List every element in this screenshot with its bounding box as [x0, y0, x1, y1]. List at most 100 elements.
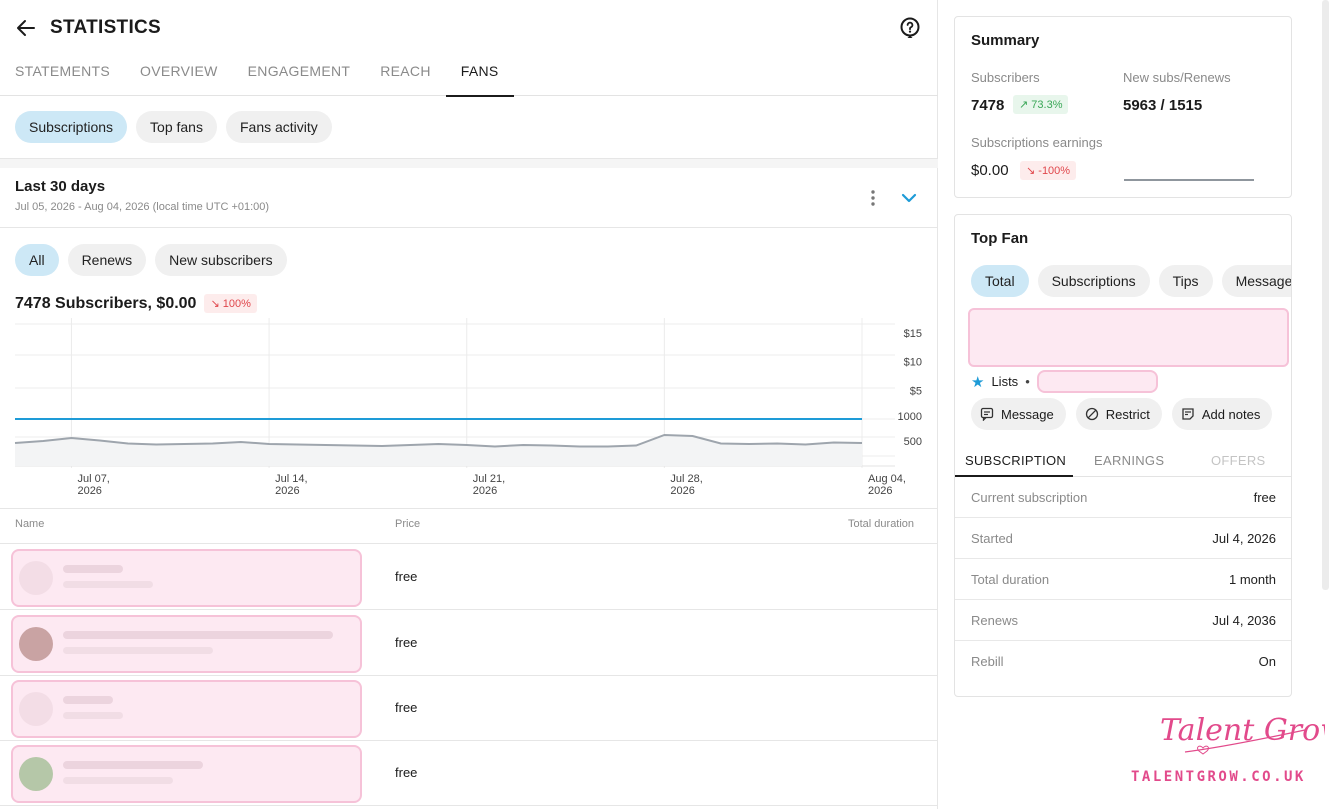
top-fan-pills: Total Subscriptions Tips Message — [971, 265, 1291, 297]
fan-actions: Message Restrict Add notes — [971, 398, 1273, 430]
summary-card: Summary Subscribers 7478 ↗ 73.3% New sub… — [954, 16, 1292, 198]
back-arrow-icon[interactable] — [14, 16, 38, 40]
subscribers-label: Subscribers — [971, 70, 1040, 85]
fan-pill-message[interactable]: Message — [1221, 265, 1291, 297]
subtab-subscription[interactable]: SUBSCRIPTION — [965, 453, 1067, 468]
fan-pill-subscriptions[interactable]: Subscriptions — [1037, 265, 1150, 297]
chevron-down-icon[interactable] — [899, 190, 919, 206]
period-header: Last 30 days Jul 05, 2026 - Aug 04, 2026… — [15, 178, 269, 213]
lists-label: Lists — [991, 374, 1019, 389]
filter-new-subscribers[interactable]: New subscribers — [155, 244, 287, 276]
redacted-line — [63, 631, 333, 639]
column-total-duration: Total duration — [848, 518, 915, 530]
price-cell: free — [395, 765, 418, 780]
subscribers-series-area — [15, 435, 862, 466]
add-notes-button[interactable]: Add notes — [1171, 398, 1273, 430]
info-value: Jul 4, 2036 — [1212, 613, 1276, 628]
table-row[interactable]: free — [0, 676, 938, 741]
redacted-line — [63, 647, 213, 654]
info-value: Jul 4, 2026 — [1212, 531, 1276, 546]
fan-pill-total[interactable]: Total — [971, 265, 1029, 297]
logo-url: TALENTGROW.CO.UK — [1131, 769, 1306, 785]
tab-overview[interactable]: OVERVIEW — [140, 63, 218, 79]
avatar — [19, 692, 53, 726]
table-row[interactable]: free — [0, 611, 938, 676]
newsubs-label: New subs/Renews — [1123, 70, 1231, 85]
info-key: Total duration — [971, 572, 1050, 587]
x-tick-label: 2026 — [473, 485, 497, 497]
summary-title: Summary — [971, 32, 1040, 49]
help-icon[interactable] — [898, 16, 922, 40]
redacted-name — [11, 680, 362, 738]
info-row-rebill: Rebill On — [955, 641, 1291, 682]
info-key: Started — [971, 531, 1013, 546]
x-tick-label: 2026 — [868, 485, 892, 497]
page-title: STATISTICS — [50, 17, 162, 38]
top-fan-title: Top Fan — [971, 230, 1029, 247]
avatar — [19, 561, 53, 595]
star-icon: ★ — [971, 373, 985, 391]
message-button[interactable]: Message — [971, 398, 1066, 430]
dot-separator: • — [1025, 374, 1030, 389]
stats-tabs: STATEMENTS OVERVIEW ENGAGEMENT REACH FAN… — [0, 56, 938, 97]
filter-all[interactable]: All — [15, 244, 59, 276]
redacted-line — [63, 712, 123, 719]
message-label: Message — [1001, 406, 1054, 422]
x-tick-label: 2026 — [77, 485, 101, 497]
change-badge: ↘ 100% — [204, 294, 257, 313]
trend-up-icon: ↗ — [1019, 99, 1029, 111]
subscribers-series-line — [14, 433, 863, 448]
restrict-button[interactable]: Restrict — [1075, 398, 1162, 430]
top-fan-subtabs: SUBSCRIPTION EARNINGS OFFERS — [955, 447, 1291, 477]
avatar — [19, 757, 53, 791]
pill-fans-activity[interactable]: Fans activity — [225, 111, 332, 143]
x-tick-label: Jul 28, — [670, 473, 702, 485]
fan-pill-tips[interactable]: Tips — [1158, 265, 1213, 297]
x-tick-label: Aug 04, — [868, 473, 906, 485]
info-key: Renews — [971, 613, 1018, 628]
table-row[interactable]: free — [0, 545, 938, 610]
redacted-name — [11, 549, 362, 607]
section-pills: Subscriptions Top fans Fans activity — [15, 111, 332, 143]
filter-renews[interactable]: Renews — [67, 244, 147, 276]
x-tick-label: 2026 — [275, 485, 299, 497]
subscribers-change: 73.3% — [1031, 99, 1063, 111]
top-fan-card: Top Fan Total Subscriptions Tips Message… — [954, 214, 1292, 697]
subtab-indicator — [955, 475, 1073, 477]
tab-fans[interactable]: FANS — [445, 56, 514, 97]
pill-subscriptions[interactable]: Subscriptions — [15, 111, 128, 143]
divider — [0, 227, 938, 228]
redacted-line — [63, 761, 203, 769]
lists-row[interactable]: ★ Lists • — [971, 370, 1158, 393]
tab-statements[interactable]: STATEMENTS — [15, 63, 111, 79]
y-tick-label: $15 — [904, 328, 922, 340]
scrollbar[interactable] — [1322, 0, 1329, 590]
info-key: Current subscription — [971, 490, 1088, 505]
tab-engagement[interactable]: ENGAGEMENT — [247, 63, 351, 79]
redacted-lists — [1036, 370, 1158, 393]
avatar — [19, 627, 53, 661]
trend-down-icon: ↘ — [1026, 165, 1036, 177]
price-cell: free — [395, 700, 418, 715]
redacted-name — [11, 615, 362, 673]
y-tick-label: $5 — [910, 385, 922, 397]
subtab-offers[interactable]: OFFERS — [1211, 453, 1266, 468]
info-row-total-duration: Total duration 1 month — [955, 559, 1291, 600]
redacted-fan-profile — [968, 308, 1289, 367]
price-cell: free — [395, 635, 418, 650]
table-row[interactable]: free — [0, 741, 938, 806]
info-value: free — [1253, 490, 1276, 505]
totals-line: 7478 Subscribers, $0.00 ↘ 100% — [15, 294, 257, 313]
more-options-icon[interactable] — [864, 188, 882, 208]
tab-reach[interactable]: REACH — [380, 63, 431, 79]
divider — [0, 543, 938, 544]
period-range: Jul 05, 2026 - Aug 04, 2026 (local time … — [15, 201, 270, 213]
totals-text: 7478 Subscribers, $0.00 — [15, 294, 197, 312]
subtab-earnings[interactable]: EARNINGS — [1094, 453, 1165, 468]
pill-top-fans[interactable]: Top fans — [136, 111, 217, 143]
period-title: Last 30 days — [15, 178, 106, 195]
trend-down-icon: ↘ — [210, 298, 220, 310]
column-price: Price — [395, 518, 421, 530]
message-icon — [980, 407, 994, 421]
